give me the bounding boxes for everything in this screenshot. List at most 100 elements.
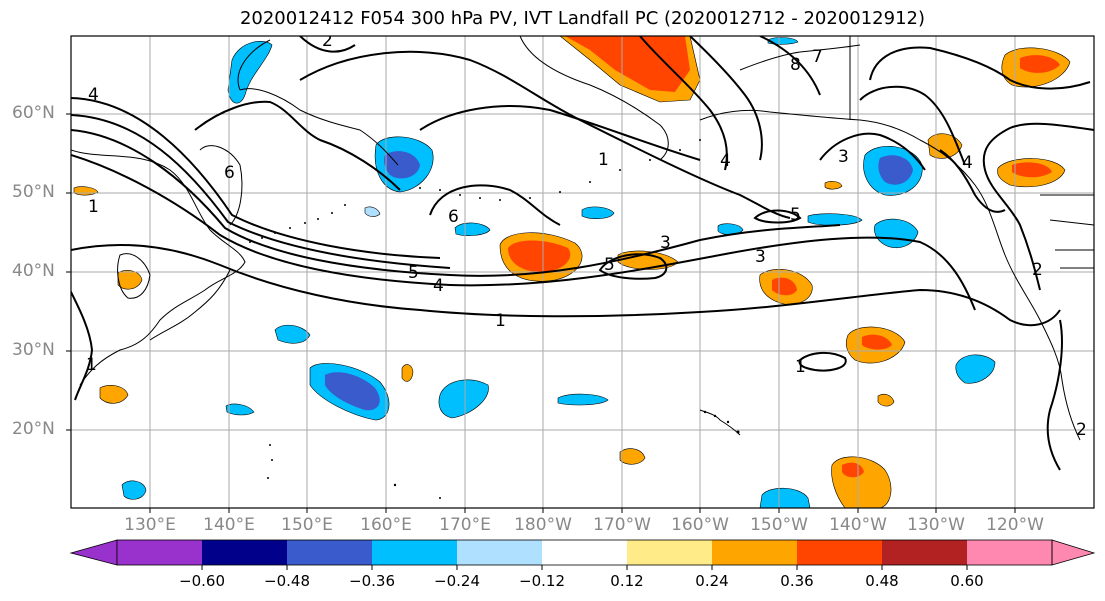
colorbar-outline <box>116 539 1053 566</box>
colorbar-segment <box>882 540 967 565</box>
colorbar-segment <box>797 540 882 565</box>
negative-anomaly-core <box>878 155 913 185</box>
contour-label: 2 <box>322 31 333 51</box>
lon-label: 170°W <box>593 515 651 535</box>
negative-anomaly <box>759 487 811 508</box>
negative-anomaly <box>955 354 996 384</box>
lat-label: 50°N <box>12 182 55 202</box>
figure-title: 2020012412 F054 300 hPa PV, IVT Landfall… <box>239 8 926 29</box>
colorbar-segment <box>117 540 202 565</box>
colorbar-tick-label: 0.48 <box>865 572 899 590</box>
colorbar-tick-label: −0.36 <box>349 572 395 590</box>
lon-label: 120°W <box>986 515 1044 535</box>
negative-anomaly <box>225 403 255 416</box>
lat-label: 20°N <box>12 419 55 439</box>
positive-anomaly <box>619 448 646 465</box>
negative-anomaly <box>121 480 147 500</box>
negative-anomaly-core <box>384 151 420 179</box>
contour-label: 4 <box>962 153 973 173</box>
negative-anomaly <box>364 206 381 217</box>
positive-anomaly-core <box>772 277 797 296</box>
lon-label: 150°E <box>281 515 333 535</box>
lon-label: 130°W <box>907 515 965 535</box>
pv-shading <box>73 36 1071 508</box>
colorbar-tick-label: 0.12 <box>610 572 644 590</box>
contour-label: 3 <box>660 233 671 253</box>
positive-anomaly-core <box>862 334 892 350</box>
lon-label: 140°W <box>829 515 887 535</box>
colorbar-tick-label: 0.60 <box>950 572 984 590</box>
colorbar-segment <box>202 540 287 565</box>
colorbar-tick-label: 0.24 <box>695 572 729 590</box>
positive-anomaly-core <box>508 240 571 273</box>
negative-anomaly <box>717 223 744 235</box>
contour-label: 8 <box>790 55 801 75</box>
positive-anomaly-core <box>1012 162 1052 178</box>
colorbar-extend-high <box>1051 539 1096 566</box>
positive-anomaly <box>824 181 843 190</box>
positive-anomaly <box>401 364 414 382</box>
colorbar-segment <box>967 540 1052 565</box>
lon-label: 160°W <box>671 515 729 535</box>
negative-anomaly <box>807 213 863 226</box>
negative-anomaly <box>581 206 615 219</box>
colorbar-tick-label: −0.60 <box>179 572 225 590</box>
lon-label: 180°W <box>514 515 572 535</box>
colorbar-segment <box>542 540 627 565</box>
colorbar-tick-label: −0.48 <box>264 572 310 590</box>
colorbar-segment <box>287 540 372 565</box>
positive-anomaly <box>877 393 895 407</box>
contour-label: 2 <box>1076 420 1087 440</box>
positive-anomaly-core <box>565 36 690 92</box>
island-chains <box>249 139 740 499</box>
negative-anomaly <box>438 379 489 419</box>
positive-anomaly-core <box>1020 55 1060 73</box>
lat-label: 30°N <box>12 340 55 360</box>
contour-label: 5 <box>604 255 615 275</box>
colorbar-segment <box>457 540 542 565</box>
contour-label: 1 <box>795 357 806 377</box>
contour-label: 7 <box>812 47 823 67</box>
negative-anomaly <box>767 37 799 45</box>
positive-anomaly <box>99 385 129 404</box>
lon-label: 170°E <box>439 515 491 535</box>
contour-label: 4 <box>433 276 444 296</box>
colorbar-segment <box>712 540 797 565</box>
axis-ticks <box>66 113 1016 513</box>
contour-label: 5 <box>408 263 419 283</box>
coastlines <box>71 36 1094 441</box>
contour-label: 1 <box>598 150 609 170</box>
contour-label: 1 <box>86 355 97 375</box>
contour-label: 2 <box>1032 260 1043 280</box>
negative-anomaly <box>274 324 311 344</box>
contour-label: 6 <box>224 163 235 183</box>
colorbar <box>69 539 1096 570</box>
pv-contours <box>71 36 1094 471</box>
contour-label-group: 1 1 1 1 1 2 2 2 3 3 3 4 4 4 4 5 5 5 6 6 … <box>86 31 1087 440</box>
colorbar-segment <box>372 540 457 565</box>
contour-label: 4 <box>720 151 731 171</box>
lat-label: 40°N <box>12 261 55 281</box>
gridlines <box>71 36 1094 508</box>
colorbar-extend-low <box>69 539 118 566</box>
colorbar-tick-label: −0.12 <box>519 572 565 590</box>
lat-label: 60°N <box>12 103 55 123</box>
lon-label: 140°E <box>203 515 255 535</box>
colorbar-tick-label: −0.24 <box>434 572 480 590</box>
positive-anomaly <box>117 270 143 290</box>
contour-label: 1 <box>495 311 506 331</box>
contour-label: 4 <box>88 85 99 105</box>
lon-label: 130°E <box>124 515 176 535</box>
lon-label: 150°W <box>750 515 808 535</box>
contour-label: 3 <box>755 247 766 267</box>
contour-label: 1 <box>88 197 99 217</box>
lon-label: 160°E <box>360 515 412 535</box>
contour-label: 5 <box>790 205 801 225</box>
contour-label: 6 <box>448 207 459 227</box>
negative-anomaly-core <box>325 372 380 411</box>
colorbar-segment <box>627 540 712 565</box>
colorbar-tick-label: 0.36 <box>780 572 814 590</box>
negative-anomaly <box>557 393 609 406</box>
contour-label: 3 <box>838 147 849 167</box>
